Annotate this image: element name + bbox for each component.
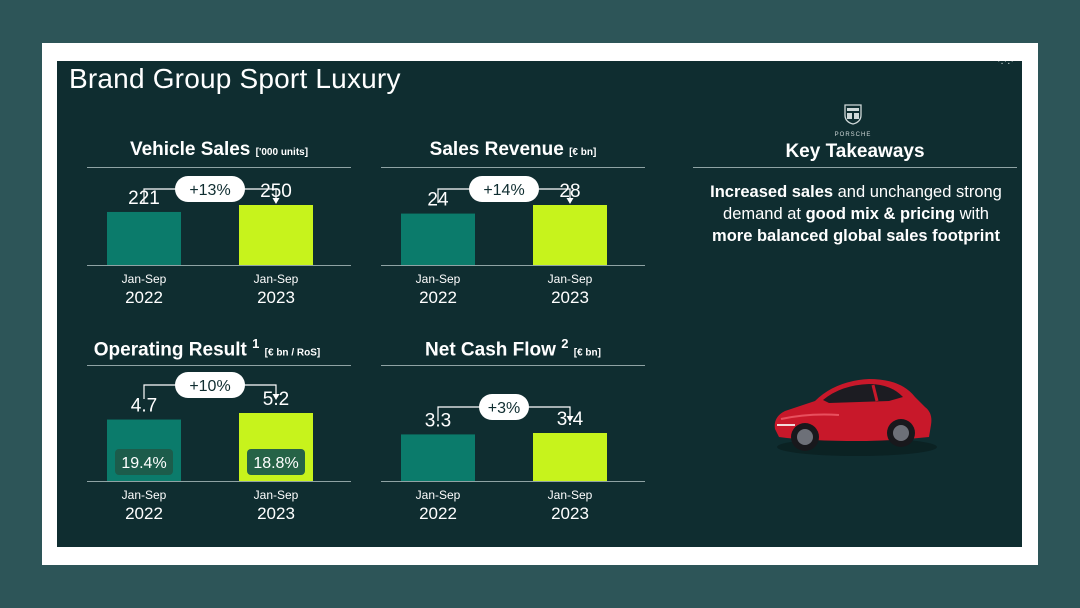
panel-title-unit: [€ bn] — [569, 147, 597, 158]
sales-revenue-chart: +14% 24 Jan-Sep 2022 28 Jan-Sep 2023 — [381, 173, 645, 329]
panel-title: Sales Revenue [€ bn] — [381, 139, 645, 161]
bar — [533, 433, 607, 481]
bar-value-label: 250 — [260, 181, 292, 202]
change-label: +13% — [189, 182, 230, 199]
x-tick-label: Jan-Sep — [416, 488, 461, 502]
bar-value-label: 221 — [128, 188, 160, 209]
x-tick-label: 2022 — [125, 504, 163, 523]
change-pill — [479, 394, 529, 420]
bar — [401, 434, 475, 481]
x-tick-label: 2023 — [551, 504, 589, 523]
bar — [239, 205, 313, 265]
panel-title: Net Cash Flow 2 [€ bn] — [381, 336, 645, 361]
panel-operating-result: Operating Result 1 [€ bn / RoS] +10% 4.7 1… — [75, 336, 351, 546]
ros-label: 18.8% — [253, 455, 298, 472]
bar — [401, 213, 475, 265]
panel-title-text: Net Cash Flow — [425, 339, 556, 361]
ros-badge — [247, 449, 305, 475]
change-pill — [469, 176, 539, 202]
panel-vehicle-sales: Vehicle Sales ['000 units] +13% 221 Jan-Se… — [87, 139, 351, 329]
logo-wordmark: PORSCHE — [834, 132, 872, 138]
bar-value-label: 24 — [427, 190, 449, 211]
x-tick-label: 2022 — [419, 504, 457, 523]
x-tick-label: Jan-Sep — [548, 488, 593, 502]
panel-title-footnote: 1 — [252, 336, 260, 351]
panel-title: Vehicle Sales ['000 units] — [87, 139, 351, 161]
bar-value-label: 4.7 — [131, 396, 157, 417]
arrow-down-icon — [566, 416, 574, 422]
panel-sales-revenue: Sales Revenue [€ bn] +14% 24 Jan-Sep 2022 28… — [381, 139, 645, 329]
change-label: +10% — [189, 378, 230, 395]
x-tick-label: 2023 — [551, 288, 589, 307]
slide: Brand Group Sport Luxury ·:·:· Vehicle S… — [57, 61, 1022, 547]
porsche-crest-icon — [844, 104, 862, 125]
change-pill — [175, 176, 245, 202]
panel-title-unit: ['000 units] — [255, 147, 309, 158]
panel-title: Operating Result 1 [€ bn / RoS] — [75, 336, 339, 361]
panel-title-unit: [€ bn / RoS] — [264, 347, 321, 359]
takeaway-text-part: more balanced global sales footprint — [712, 227, 1000, 245]
change-label: +14% — [483, 182, 524, 199]
x-tick-label: 2022 — [125, 288, 163, 307]
bar-value-label: 5.2 — [263, 389, 289, 410]
bar-chart-svg: +13% 221 Jan-Sep 2022 250 Jan-Sep 2023 — [87, 176, 351, 307]
x-tick-label: Jan-Sep — [254, 488, 299, 502]
panel-title-rule — [87, 167, 351, 168]
takeaway-text-part: good mix & — [805, 205, 896, 223]
change-label: +3% — [488, 400, 520, 417]
arrow-down-icon — [272, 394, 280, 400]
ros-badge — [115, 449, 173, 475]
panel-title-footnote: 2 — [561, 336, 569, 351]
x-tick-label: Jan-Sep — [254, 272, 299, 286]
key-takeaways-text: Increased sales and unchanged strong dem… — [701, 181, 1011, 247]
x-tick-label: 2023 — [257, 288, 295, 307]
arrow-down-icon — [566, 198, 574, 204]
panel-title-text: Vehicle Sales — [129, 139, 251, 160]
takeaway-text-part: Increased sales — [710, 183, 834, 201]
slide-title: Brand Group Sport Luxury — [69, 63, 401, 94]
bar-chart-svg: +3% 3.3 Jan-Sep 2022 3.4 Jan-Sep 2023 — [381, 394, 645, 523]
bar-value-label: 3.3 — [425, 410, 451, 431]
x-tick-label: Jan-Sep — [548, 272, 593, 286]
takeaway-text-part: and unchanged strong demand at — [723, 183, 1002, 223]
panel-title-rule — [381, 167, 645, 168]
arrow-down-icon — [272, 198, 280, 204]
x-tick-label: 2023 — [257, 504, 295, 523]
x-tick-label: Jan-Sep — [122, 272, 167, 286]
panel-title-text: Operating Result — [93, 339, 247, 361]
panel-title-rule — [381, 365, 645, 366]
red-sports-car-image — [774, 379, 937, 456]
corner-mark: ·:·:· — [996, 61, 1014, 67]
bar-chart-svg: +10% 4.7 19.4% Jan-Sep 2022 5.2 18.8% Jan-Sep 20… — [87, 372, 351, 523]
panel-title-unit: [€ bn] — [573, 347, 601, 359]
change-pill — [175, 372, 245, 398]
vehicle-sales-chart: +13% 221 Jan-Sep 2022 250 Jan-Sep 2023 — [87, 173, 351, 329]
x-tick-label: Jan-Sep — [122, 488, 167, 502]
x-tick-label: 2022 — [419, 288, 457, 307]
bar — [533, 205, 607, 265]
panel-title-text: Sales Revenue — [429, 139, 564, 160]
panel-net-cash-flow: Net Cash Flow 2 [€ bn] +3% 3.3 Jan-Sep 2022… — [381, 336, 645, 546]
panel-title-rule — [87, 365, 351, 366]
porsche-logo: PORSCHE — [833, 103, 873, 138]
key-takeaways-title: Key Takeaways — [785, 141, 925, 162]
takeaway-text-part: pricing — [900, 205, 956, 223]
bar-value-label: 28 — [559, 181, 580, 202]
takeaway-text-part: with — [955, 205, 989, 223]
ros-label: 19.4% — [121, 455, 166, 472]
x-tick-label: Jan-Sep — [416, 272, 461, 286]
bar — [107, 211, 181, 265]
key-takeaways-rule — [693, 167, 1017, 168]
bar-chart-svg: +14% 24 Jan-Sep 2022 28 Jan-Sep 2023 — [381, 176, 645, 307]
bar-value-label: 3.4 — [557, 409, 584, 430]
operating-result-chart: +10% 4.7 19.4% Jan-Sep 2022 5.2 18.8% Jan-Sep 20… — [87, 371, 351, 547]
net-cash-flow-chart: +3% 3.3 Jan-Sep 2022 3.4 Jan-Sep 2023 — [381, 371, 645, 547]
